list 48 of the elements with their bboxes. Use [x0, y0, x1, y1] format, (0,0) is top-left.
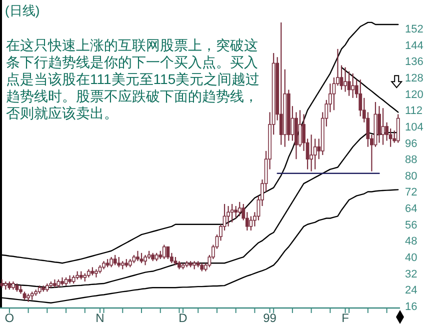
candlestick	[136, 250, 140, 262]
chart-title: (日线)	[5, 3, 40, 18]
y-tick-label: 64	[405, 203, 418, 216]
y-tick-label: 48	[405, 236, 418, 248]
y-tick-label: 144	[405, 40, 424, 52]
annotation: 在这只快速上涨的互联网股票上，突破这条下行趋势线是你的下一个买入点。买入点是当该股在111美元至115美元之间越过趋势线时。股票不应跌破下面的趋势线，否则就应该卖出。	[6, 37, 260, 121]
y-tick-label: 80	[405, 170, 418, 182]
x-tick-label: O	[4, 311, 14, 325]
candlestick	[110, 256, 114, 268]
candlestick	[166, 246, 170, 260]
candlestick	[313, 138, 317, 170]
candlestick	[396, 114, 400, 144]
candlestick	[347, 70, 351, 96]
y-tick-label: 112	[405, 105, 423, 118]
candlestick	[381, 108, 385, 146]
candlestick	[344, 66, 347, 92]
candlestick	[249, 216, 253, 232]
y-tick-label: 40	[405, 252, 418, 264]
candlestick	[117, 256, 121, 268]
candlestick	[234, 205, 238, 219]
candlestick	[238, 201, 242, 217]
candlestick	[140, 252, 144, 264]
candlestick	[162, 244, 166, 260]
y-tick-label: 32	[405, 268, 418, 280]
x-tick-label: N	[96, 311, 104, 325]
x-tick-label: D	[178, 311, 188, 325]
candlestick	[351, 72, 355, 98]
candlestick	[279, 22, 283, 146]
y-tick-label: 16	[405, 300, 418, 313]
x-tick-label: 99	[263, 311, 277, 325]
candlestick	[378, 106, 381, 144]
y-tick-label: 152	[405, 24, 424, 36]
candlestick	[94, 268, 98, 278]
y-tick-label: 128	[405, 72, 424, 85]
candlestick	[226, 205, 230, 227]
candlestick	[144, 254, 147, 266]
candlestick	[230, 203, 234, 223]
x-tick-label: F	[342, 311, 349, 325]
y-tick-label: 136	[405, 56, 424, 68]
y-tick-label: 72	[405, 186, 418, 199]
candlestick	[310, 134, 314, 172]
y-tick-label: 24	[405, 284, 418, 297]
candlestick	[113, 254, 117, 266]
y-tick-label: 104	[405, 121, 424, 134]
y-tick-label: 88	[405, 154, 418, 166]
y-tick-label: 120	[405, 88, 424, 101]
y-tick-label: 96	[405, 138, 418, 150]
y-tick-label: 56	[405, 219, 418, 232]
